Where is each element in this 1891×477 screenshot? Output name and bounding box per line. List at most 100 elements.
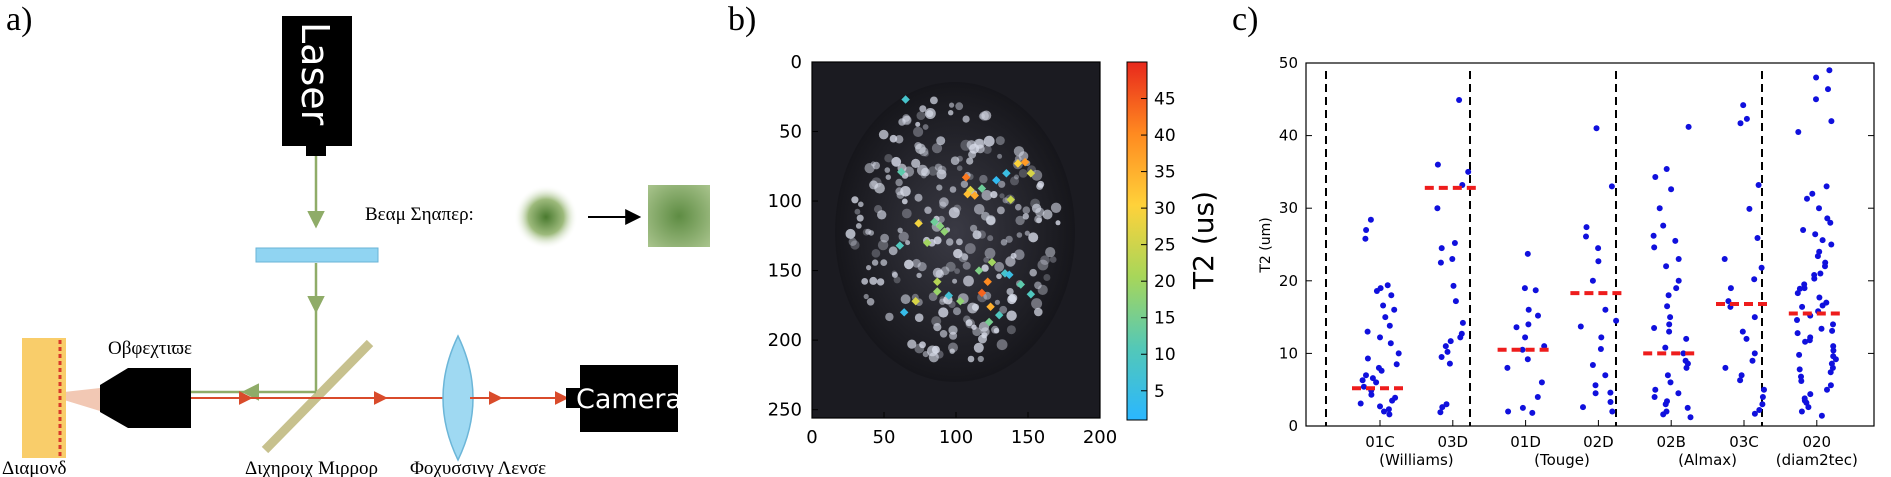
nv-spot — [940, 266, 950, 276]
nv-spot — [905, 240, 911, 246]
nv-spot — [948, 110, 954, 116]
scatter-point — [1737, 120, 1744, 127]
laser-label: Laser — [293, 22, 337, 126]
scatter-point — [1680, 350, 1687, 357]
group-label: (Williams) — [1379, 451, 1454, 469]
nv-spot — [977, 355, 984, 363]
nv-spot — [1000, 239, 1008, 246]
camera-aperture — [566, 388, 580, 408]
lens-label: Φοχυσσινγ Λενσε — [410, 458, 546, 477]
scatter-point — [1795, 129, 1802, 135]
nv-spot — [967, 302, 978, 314]
scatter-point — [1595, 245, 1602, 252]
nv-spot — [997, 153, 1003, 159]
scatter-point — [1651, 325, 1658, 331]
nv-spot — [981, 211, 990, 221]
nv-spot — [895, 135, 904, 144]
scatter-point — [1662, 344, 1669, 351]
scatter-point — [1652, 386, 1659, 393]
scatter-point — [1391, 306, 1398, 313]
scatter-point — [1668, 186, 1675, 193]
nv-spot — [930, 96, 938, 105]
scatter-point — [1822, 263, 1828, 270]
scatter-point — [1798, 408, 1805, 415]
scatter-point — [1751, 314, 1758, 321]
nv-spot — [1022, 206, 1031, 214]
nv-point — [933, 287, 942, 296]
scatter-point — [1369, 375, 1376, 382]
camera-body — [580, 365, 678, 432]
colorbar-ticks: 5 10 15 20 25 30 35 40 45 — [1141, 90, 1176, 402]
panel-c: c) 0 10 20 30 40 50 01C 03D 01D 02D 02B 03C 020 (Will… — [1232, 1, 1875, 469]
nv-spot — [984, 247, 996, 259]
scatter-point — [1525, 306, 1532, 313]
scatter-point — [1589, 277, 1596, 284]
nv-point — [974, 266, 984, 275]
x-tick-label: 200 — [1083, 427, 1117, 448]
nv-point — [994, 310, 1004, 320]
scatter-point — [1651, 244, 1658, 251]
nv-spot — [933, 236, 942, 245]
scatter-point — [1438, 245, 1445, 252]
nv-spot — [999, 193, 1005, 199]
laser-aperture — [306, 146, 326, 156]
nv-spot — [913, 126, 924, 137]
scatter-point — [1798, 378, 1805, 384]
nv-spot — [878, 129, 889, 140]
nv-point — [977, 288, 987, 298]
scatter-y-tick-label: 40 — [1279, 127, 1298, 145]
nv-spot — [861, 278, 869, 285]
nv-spot — [996, 273, 1002, 280]
scatter-point — [1813, 96, 1819, 103]
scatter-y-tick-label: 50 — [1279, 54, 1298, 72]
colorbar-tick-label: 10 — [1154, 345, 1176, 365]
nv-spot — [937, 215, 945, 223]
nv-spot — [923, 150, 929, 157]
nv-spot — [1050, 202, 1062, 213]
nv-spot — [1037, 180, 1045, 188]
nv-spot — [956, 165, 963, 171]
scatter-point — [1613, 317, 1620, 324]
scatter-point — [1796, 366, 1803, 373]
nv-spot — [914, 313, 924, 323]
nv-point — [987, 258, 997, 267]
scatter-point — [1434, 161, 1441, 168]
scatter-point — [1754, 235, 1761, 241]
scatter-point — [1650, 232, 1657, 239]
diamond-label: Διαμονδ — [2, 458, 67, 477]
nv-spot — [931, 316, 942, 327]
scatter-point — [1529, 409, 1536, 416]
panel-c-label: c) — [1232, 1, 1258, 38]
colorbar-tick-label: 30 — [1154, 199, 1176, 219]
nv-spot — [935, 350, 944, 359]
scatter-point — [1751, 350, 1758, 357]
nv-spot — [981, 190, 993, 201]
nv-spot — [874, 182, 885, 194]
scatter-point — [1675, 277, 1682, 284]
camera-label: Camera — [576, 384, 682, 415]
scatter-point — [1395, 350, 1402, 357]
beam-shaper-label: Βεαμ Σηαπερ: — [365, 204, 474, 225]
dichroic-label: Διχηροιχ Μιρρορ — [245, 458, 378, 477]
scatter-point — [1817, 270, 1824, 277]
scatter-point — [1437, 259, 1444, 266]
nv-point — [1005, 270, 1014, 280]
scatter-point — [1660, 411, 1667, 418]
scatter-point — [1813, 74, 1820, 81]
scatter-point — [1830, 343, 1837, 350]
scatter-point — [1818, 325, 1825, 332]
scatter-point — [1593, 125, 1600, 132]
scatter-point — [1357, 400, 1364, 407]
scatter-point — [1360, 383, 1367, 390]
scatter-point — [1595, 258, 1602, 265]
objective-nose — [100, 368, 128, 428]
nv-spot — [855, 223, 862, 229]
nv-spot — [948, 325, 958, 335]
nv-spot — [1006, 325, 1016, 335]
nv-spot — [928, 292, 938, 302]
scatter-point — [1830, 353, 1837, 360]
nv-spot — [1005, 256, 1016, 267]
y-tick-label: 150 — [768, 261, 802, 282]
scatter-point — [1592, 382, 1599, 389]
nv-spot — [964, 243, 976, 254]
